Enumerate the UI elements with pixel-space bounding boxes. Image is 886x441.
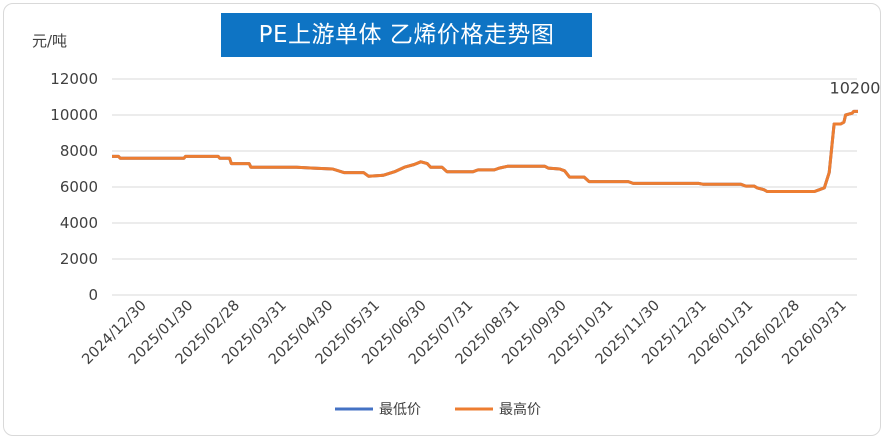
series-lines (112, 109, 858, 193)
y-tick-label: 6000 (60, 178, 98, 196)
y-axis-unit-label: 元/吨 (32, 32, 68, 50)
y-tick-label: 10000 (50, 106, 98, 124)
y-tick-label: 2000 (60, 250, 98, 268)
data-label: 10200 (830, 78, 881, 97)
y-tick-label: 4000 (60, 214, 98, 232)
series-line (112, 109, 858, 193)
y-tick-label: 12000 (50, 70, 98, 88)
y-tick-label: 8000 (60, 142, 98, 160)
legend-label: 最高价 (499, 401, 541, 418)
y-axis-ticks: 0 2000 4000 6000 8000 10000 12000 (50, 70, 98, 304)
legend-label: 最低价 (379, 402, 421, 418)
gridlines (112, 78, 857, 296)
chart-frame (3, 3, 881, 436)
legend: 最低价 最高价 (335, 401, 541, 418)
chart-title: PE上游单体 乙烯价格走势图 (221, 13, 592, 57)
annotations: 10200 (830, 78, 881, 97)
y-tick-label: 0 (88, 286, 98, 304)
x-axis-ticks: 2024/12/302025/01/302025/02/282025/03/31… (79, 298, 849, 368)
